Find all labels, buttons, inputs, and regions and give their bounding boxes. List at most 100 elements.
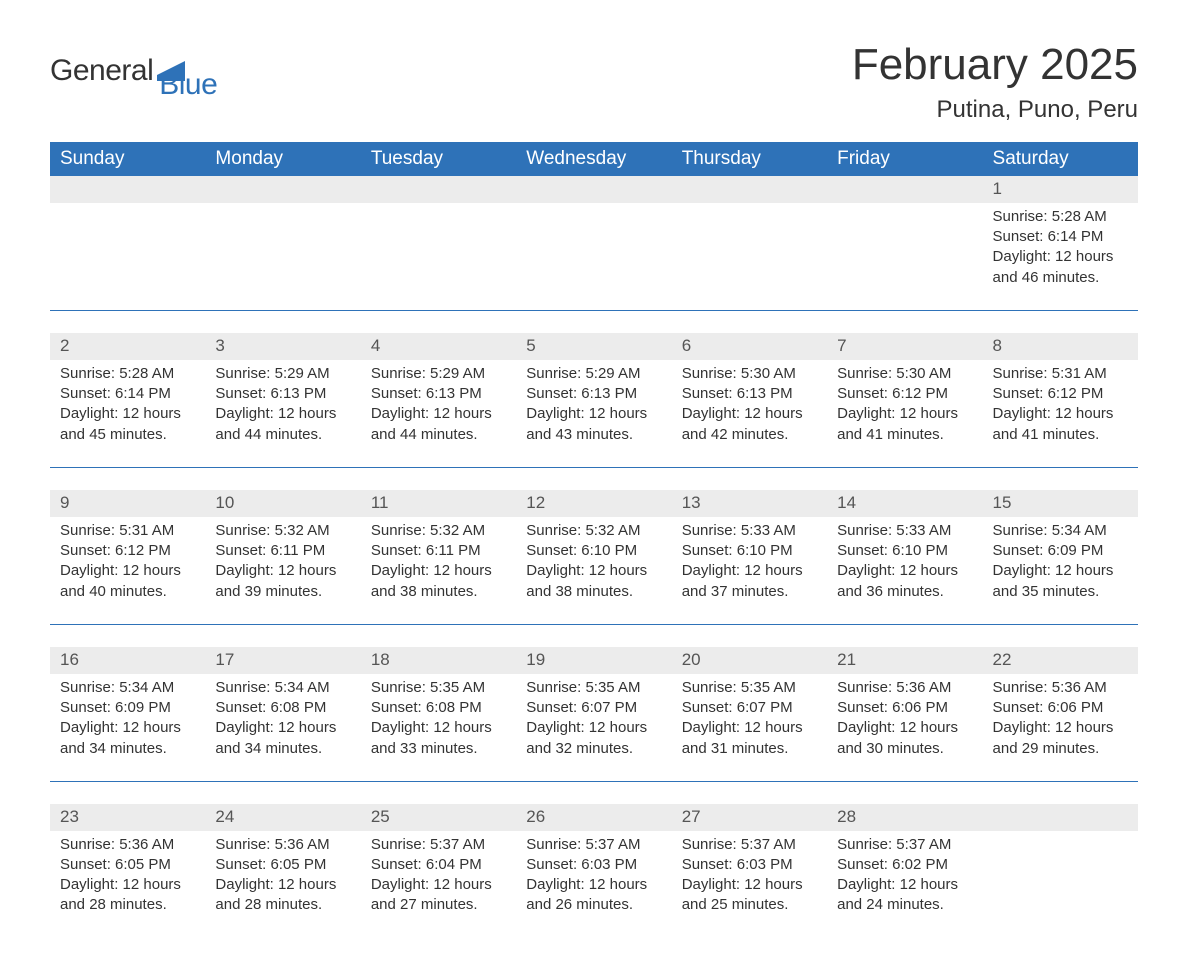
day-number	[516, 176, 671, 203]
day2-text: and 27 minutes.	[371, 895, 506, 915]
sunset-text: Sunset: 6:03 PM	[526, 855, 661, 875]
day1-text: Daylight: 12 hours	[837, 875, 972, 895]
sunrise-text: Sunrise: 5:35 AM	[682, 678, 817, 698]
day-number: 5	[516, 333, 671, 360]
sunrise-text: Sunrise: 5:29 AM	[371, 364, 506, 384]
calendar-day-cell	[827, 176, 982, 310]
sunrise-text: Sunrise: 5:29 AM	[526, 364, 661, 384]
day-number: 26	[516, 804, 671, 831]
sunrise-text: Sunrise: 5:37 AM	[371, 835, 506, 855]
sunrise-text: Sunrise: 5:36 AM	[837, 678, 972, 698]
day1-text: Daylight: 12 hours	[371, 875, 506, 895]
location-label: Putina, Puno, Peru	[852, 96, 1138, 124]
day2-text: and 30 minutes.	[837, 739, 972, 759]
day-number: 2	[50, 333, 205, 360]
calendar-week-row: 16Sunrise: 5:34 AMSunset: 6:09 PMDayligh…	[50, 647, 1138, 781]
day2-text: and 43 minutes.	[526, 425, 661, 445]
calendar-day-cell: 17Sunrise: 5:34 AMSunset: 6:08 PMDayligh…	[205, 647, 360, 781]
day2-text: and 28 minutes.	[60, 895, 195, 915]
day-number	[361, 176, 516, 203]
sunrise-text: Sunrise: 5:34 AM	[60, 678, 195, 698]
calendar-table: Sunday Monday Tuesday Wednesday Thursday…	[50, 142, 1138, 938]
day1-text: Daylight: 12 hours	[682, 875, 817, 895]
sunrise-text: Sunrise: 5:33 AM	[837, 521, 972, 541]
day1-text: Daylight: 12 hours	[526, 561, 661, 581]
title-block: February 2025 Putina, Puno, Peru	[852, 40, 1138, 124]
calendar-week-row: 9Sunrise: 5:31 AMSunset: 6:12 PMDaylight…	[50, 490, 1138, 624]
calendar-week-row: 2 Sunrise: 5:28 AMSunset: 6:14 PMDaylight…	[50, 333, 1138, 467]
day1-text: Daylight: 12 hours	[60, 718, 195, 738]
sunrise-text: Sunrise: 5:32 AM	[371, 521, 506, 541]
brand-word1: General	[50, 54, 153, 88]
sunrise-text: Sunrise: 5:35 AM	[371, 678, 506, 698]
calendar-day-cell: 13Sunrise: 5:33 AMSunset: 6:10 PMDayligh…	[672, 490, 827, 624]
day2-text: and 25 minutes.	[682, 895, 817, 915]
day1-text: Daylight: 12 hours	[215, 718, 350, 738]
calendar-day-cell	[361, 176, 516, 310]
day2-text: and 36 minutes.	[837, 582, 972, 602]
sunset-text: Sunset: 6:05 PM	[60, 855, 195, 875]
calendar-day-cell: 9Sunrise: 5:31 AMSunset: 6:12 PMDaylight…	[50, 490, 205, 624]
day-number: 11	[361, 490, 516, 517]
calendar-day-cell: 8Sunrise: 5:31 AMSunset: 6:12 PMDaylight…	[983, 333, 1138, 467]
weekday-header-row: Sunday Monday Tuesday Wednesday Thursday…	[50, 142, 1138, 176]
day1-text: Daylight: 12 hours	[526, 718, 661, 738]
sunrise-text: Sunrise: 5:32 AM	[526, 521, 661, 541]
sunset-text: Sunset: 6:08 PM	[371, 698, 506, 718]
calendar-day-cell	[516, 176, 671, 310]
sunrise-text: Sunrise: 5:37 AM	[837, 835, 972, 855]
sunrise-text: Sunrise: 5:34 AM	[993, 521, 1128, 541]
day1-text: Daylight: 12 hours	[60, 404, 195, 424]
sunrise-text: Sunrise: 5:36 AM	[215, 835, 350, 855]
day2-text: and 41 minutes.	[993, 425, 1128, 445]
sunset-text: Sunset: 6:08 PM	[215, 698, 350, 718]
sunrise-text: Sunrise: 5:28 AM	[993, 207, 1128, 227]
day1-text: Daylight: 12 hours	[837, 561, 972, 581]
day-number: 3	[205, 333, 360, 360]
day2-text: and 37 minutes.	[682, 582, 817, 602]
calendar-body: 1Sunrise: 5:28 AMSunset: 6:14 PMDaylight…	[50, 176, 1138, 938]
day-number: 4	[361, 333, 516, 360]
day-number: 23	[50, 804, 205, 831]
sunrise-text: Sunrise: 5:28 AM	[60, 364, 195, 384]
weekday-header: Monday	[205, 142, 360, 176]
week-separator	[50, 781, 1138, 804]
sunrise-text: Sunrise: 5:30 AM	[682, 364, 817, 384]
calendar-day-cell: 14 Sunrise: 5:33 AMSunset: 6:10 PMDayligh…	[827, 490, 982, 624]
sunrise-text: Sunrise: 5:31 AM	[993, 364, 1128, 384]
calendar-day-cell: 4Sunrise: 5:29 AMSunset: 6:13 PMDaylight…	[361, 333, 516, 467]
day2-text: and 44 minutes.	[371, 425, 506, 445]
day-number: 15	[983, 490, 1138, 517]
day1-text: Daylight: 12 hours	[526, 875, 661, 895]
sunrise-text: Sunrise: 5:32 AM	[215, 521, 350, 541]
day-number: 13	[672, 490, 827, 517]
sunrise-text: Sunrise: 5:36 AM	[993, 678, 1128, 698]
week-separator	[50, 624, 1138, 647]
sunrise-text: Sunrise: 5:31 AM	[60, 521, 195, 541]
day-number: 14	[827, 490, 982, 517]
sunset-text: Sunset: 6:14 PM	[60, 384, 195, 404]
day1-text: Daylight: 12 hours	[993, 561, 1128, 581]
weekday-header: Thursday	[672, 142, 827, 176]
weekday-header: Wednesday	[516, 142, 671, 176]
calendar-day-cell: 19Sunrise: 5:35 AMSunset: 6:07 PMDayligh…	[516, 647, 671, 781]
sunrise-text: Sunrise: 5:33 AM	[682, 521, 817, 541]
calendar-day-cell: 21Sunrise: 5:36 AMSunset: 6:06 PMDayligh…	[827, 647, 982, 781]
calendar-day-cell	[205, 176, 360, 310]
day-number: 16	[50, 647, 205, 674]
sunset-text: Sunset: 6:10 PM	[682, 541, 817, 561]
day1-text: Daylight: 12 hours	[993, 247, 1128, 267]
calendar-day-cell: 11Sunrise: 5:32 AMSunset: 6:11 PMDayligh…	[361, 490, 516, 624]
sunset-text: Sunset: 6:13 PM	[682, 384, 817, 404]
day2-text: and 35 minutes.	[993, 582, 1128, 602]
sunset-text: Sunset: 6:10 PM	[837, 541, 972, 561]
day-number	[983, 804, 1138, 831]
sunset-text: Sunset: 6:05 PM	[215, 855, 350, 875]
sunrise-text: Sunrise: 5:37 AM	[526, 835, 661, 855]
sunrise-text: Sunrise: 5:36 AM	[60, 835, 195, 855]
day2-text: and 32 minutes.	[526, 739, 661, 759]
calendar-day-cell: 1Sunrise: 5:28 AMSunset: 6:14 PMDaylight…	[983, 176, 1138, 310]
day-number: 22	[983, 647, 1138, 674]
calendar-day-cell: 20Sunrise: 5:35 AMSunset: 6:07 PMDayligh…	[672, 647, 827, 781]
weekday-header: Sunday	[50, 142, 205, 176]
